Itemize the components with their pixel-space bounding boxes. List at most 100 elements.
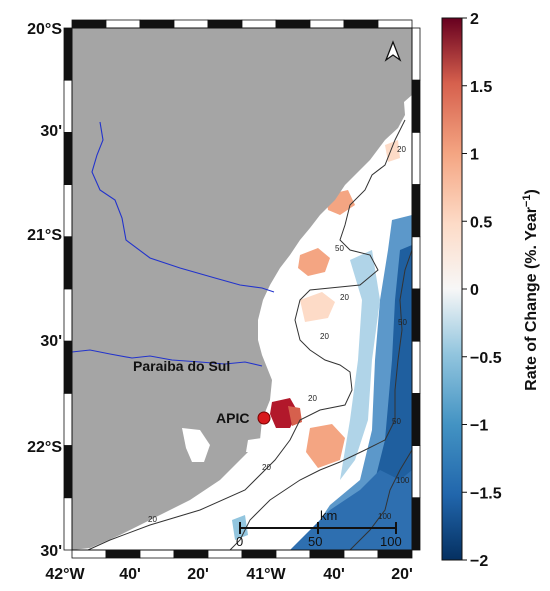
offshore-decrease-field <box>232 215 412 550</box>
contour-label: 20 <box>308 394 317 403</box>
frame-segment-right <box>411 445 421 499</box>
colorbar-tick-label: −1 <box>470 418 488 435</box>
contour-label: 20 <box>340 293 349 302</box>
frame-segment-left <box>63 497 73 551</box>
north-arrow-icon <box>384 40 402 62</box>
colorbar-tick-label: 1 <box>470 147 479 164</box>
frame-segment-top <box>105 19 141 29</box>
colorbar-tick-label: 0.5 <box>470 214 492 231</box>
frame-segment-right <box>411 236 421 290</box>
station-label: APIC <box>216 410 249 426</box>
latitude-label: 30' <box>40 333 62 350</box>
frame-segment-right <box>411 184 421 238</box>
frame-segment-left <box>63 392 73 446</box>
frame-segment-right <box>411 288 421 342</box>
frame-segment-left <box>63 27 73 81</box>
latitude-label: 21°S <box>27 227 62 244</box>
latitude-label: 22°S <box>27 439 62 456</box>
contour-label: 100 <box>378 512 392 521</box>
map-panel: 20 50 20 20 50 20 20 50 100 20 100 <box>72 28 412 550</box>
frame-segment-top <box>173 19 209 29</box>
frame-segment-left <box>63 445 73 499</box>
frame-segment-bottom <box>105 549 141 559</box>
scale-tick-label: 50 <box>308 534 322 549</box>
longitude-label: 20' <box>187 566 209 583</box>
river-line <box>91 121 275 293</box>
longitude-label: 41°W <box>246 566 286 583</box>
river-label: Paraiba do Sul <box>133 358 230 374</box>
frame-segment-left <box>63 288 73 342</box>
colorbar-tick-label: 1.5 <box>470 79 492 96</box>
colorbar: 2 1.5 1 0.5 0 −0.5 −1 −1.5 −2 Rate of Change (%.… <box>441 11 540 570</box>
contour-label: 50 <box>335 244 344 253</box>
longitude-label: 40' <box>323 566 345 583</box>
longitude-label: 42°W <box>45 566 85 583</box>
contour-label: 100 <box>396 476 410 485</box>
frame-segment-left <box>63 79 73 133</box>
lagoon <box>182 428 210 462</box>
frame-segment-right <box>411 392 421 446</box>
latitude-labels: 20°S 30' 21°S 30' 22°S 30' <box>27 21 62 560</box>
longitude-label: 20' <box>391 566 413 583</box>
map-frame <box>63 19 421 559</box>
lagoon <box>246 438 262 452</box>
land-mass <box>72 28 412 550</box>
colorbar-tick-label: −0.5 <box>470 350 502 367</box>
colorbar-gradient <box>441 17 463 561</box>
frame-segment-top <box>309 19 345 29</box>
frame-segment-right <box>411 131 421 185</box>
frame-segment-bottom <box>241 549 277 559</box>
station-marker[interactable] <box>257 411 271 425</box>
frame-segment-left <box>63 340 73 394</box>
contour-label: 50 <box>392 417 401 426</box>
river-line <box>72 349 263 367</box>
colorbar-title: Rate of Change (%. Year−1) <box>521 189 540 391</box>
colorbar-title-main: Rate of Change (%. Year <box>523 207 540 391</box>
frame-segment-left <box>63 131 73 185</box>
frame-segment-left <box>63 184 73 238</box>
frame-segment-bottom <box>71 549 107 559</box>
scale-tick-label: 100 <box>380 534 402 549</box>
bathymetry-contours <box>87 119 412 550</box>
scale-unit-label: km <box>320 508 337 523</box>
frame-segment-bottom <box>309 549 345 559</box>
frame-segment-top <box>71 19 107 29</box>
colorbar-tick-label: 0 <box>470 282 479 299</box>
frame-segment-top <box>275 19 311 29</box>
frame-segment-right <box>411 79 421 133</box>
longitude-label: 40' <box>119 566 141 583</box>
contour-label: 20 <box>320 332 329 341</box>
colorbar-title-close: ) <box>523 189 540 194</box>
colorbar-tick-label: −1.5 <box>470 485 502 502</box>
map-border <box>71 27 413 551</box>
frame-segment-right <box>411 497 421 551</box>
latitude-label: 30' <box>40 123 62 140</box>
frame-segment-top <box>377 19 413 29</box>
frame-segment-bottom <box>173 549 209 559</box>
frame-segment-top <box>207 19 243 29</box>
colorbar-tick-label: −2 <box>470 553 488 570</box>
frame-segment-left <box>63 236 73 290</box>
frame-segment-bottom <box>343 549 379 559</box>
colorbar-tick-label: 2 <box>470 11 479 28</box>
frame-segment-bottom <box>377 549 413 559</box>
frame-segment-top <box>343 19 379 29</box>
contour-label: 20 <box>397 145 406 154</box>
frame-segment-bottom <box>139 549 175 559</box>
contour-label: 50 <box>398 318 407 327</box>
latitude-label: 20°S <box>27 21 62 38</box>
contour-label: 20 <box>148 515 157 524</box>
frame-segment-right <box>411 340 421 394</box>
frame-segment-right <box>411 27 421 81</box>
contour-label: 20 <box>262 463 271 472</box>
colorbar-title-sup: −1 <box>521 195 533 208</box>
frame-segment-bottom <box>275 549 311 559</box>
frame-segment-top <box>139 19 175 29</box>
latitude-label: 30' <box>40 543 62 560</box>
colorbar-ticks: 2 1.5 1 0.5 0 −0.5 −1 −1.5 −2 <box>462 11 502 570</box>
frame-segment-top <box>241 19 277 29</box>
longitude-labels: 42°W 40' 20' 41°W 40' 20' <box>45 566 412 583</box>
scale-bar <box>239 522 397 534</box>
nearshore-increase-field <box>270 140 400 468</box>
